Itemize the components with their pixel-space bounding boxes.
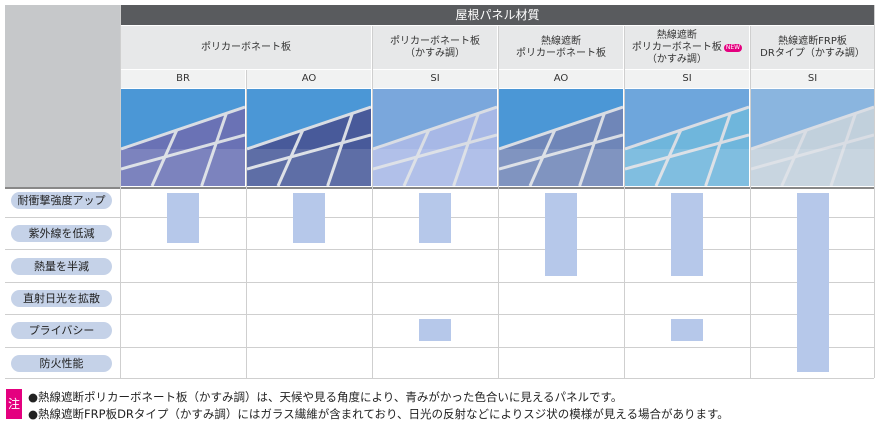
group-header-frp-dr: 熱線遮断FRP板 DRタイプ（かすみ調） bbox=[751, 26, 874, 69]
group-label: 熱線遮断FRP板 DRタイプ（かすみ調） bbox=[760, 35, 865, 59]
header-divider bbox=[5, 187, 874, 189]
roof-panel-photo bbox=[247, 89, 371, 186]
feature-bar bbox=[545, 193, 577, 276]
note-mark: 注 bbox=[6, 389, 22, 419]
feature-bar bbox=[293, 193, 325, 243]
group-header-heat-polycarbonate-kasumi: 熱線遮断 ポリカーボネート板 （かすみ調） NEW bbox=[625, 26, 749, 69]
feature-label-impact: 耐衝撃強度アップ bbox=[11, 192, 112, 209]
feature-label-heat: 熱量を半減 bbox=[11, 258, 112, 275]
roof-panel-photo bbox=[373, 89, 497, 186]
row-divider bbox=[5, 347, 874, 348]
row-divider bbox=[5, 378, 874, 379]
group-header-heat-polycarbonate: 熱線遮断 ポリカーボネート板 bbox=[499, 26, 623, 69]
column-code: SI bbox=[751, 70, 874, 88]
column-code: AO bbox=[499, 70, 623, 88]
feature-label-uv: 紫外線を低減 bbox=[11, 225, 112, 242]
column-divider bbox=[246, 70, 247, 378]
column-divider bbox=[120, 5, 121, 378]
feature-bar bbox=[671, 193, 703, 276]
feature-bar bbox=[167, 193, 199, 243]
column-divider bbox=[372, 26, 373, 378]
group-header-polycarbonate-kasumi: ポリカーボネート板 （かすみ調） bbox=[373, 26, 497, 69]
row-divider bbox=[5, 249, 874, 250]
feature-bar bbox=[796, 193, 829, 372]
column-divider bbox=[750, 26, 751, 378]
roof-panel-photo bbox=[121, 89, 245, 186]
row-divider bbox=[5, 314, 874, 315]
feature-label-fireproof: 防火性能 bbox=[11, 355, 112, 372]
group-header-polycarbonate: ポリカーボネート板 bbox=[121, 26, 371, 69]
row-divider bbox=[5, 282, 874, 283]
feature-bar bbox=[419, 193, 451, 243]
roof-panel-photo bbox=[625, 89, 749, 186]
feature-bar bbox=[419, 319, 451, 341]
column-code: SI bbox=[625, 70, 749, 88]
feature-label-diffuse: 直射日光を拡散 bbox=[11, 290, 112, 307]
column-divider bbox=[624, 26, 625, 378]
group-label: 熱線遮断 ポリカーボネート板 （かすみ調） bbox=[631, 29, 722, 65]
column-code: AO bbox=[247, 70, 371, 88]
table-title: 屋根パネル材質 bbox=[121, 5, 874, 25]
new-badge: NEW bbox=[723, 43, 743, 52]
feature-bar bbox=[671, 319, 703, 341]
note-line: ●熱線遮断ポリカーボネート板（かすみ調）は、天候や見る角度により、青みがかった色… bbox=[28, 390, 623, 404]
column-code: BR bbox=[121, 70, 245, 88]
group-label: ポリカーボネート板 （かすみ調） bbox=[390, 35, 480, 59]
feature-label-privacy: プライバシー bbox=[11, 322, 112, 339]
roof-panel-photo bbox=[751, 89, 874, 186]
group-label: 熱線遮断 ポリカーボネート板 bbox=[516, 35, 606, 59]
column-divider bbox=[874, 5, 875, 378]
group-label: ポリカーボネート板 bbox=[201, 41, 291, 53]
roof-panel-photo bbox=[499, 89, 623, 186]
column-divider bbox=[498, 26, 499, 378]
table-corner bbox=[5, 5, 120, 188]
note-line: ●熱線遮断FRP板DRタイプ（かすみ調）にはガラス繊維が含まれており、日光の反射… bbox=[28, 407, 729, 421]
column-code: SI bbox=[373, 70, 497, 88]
